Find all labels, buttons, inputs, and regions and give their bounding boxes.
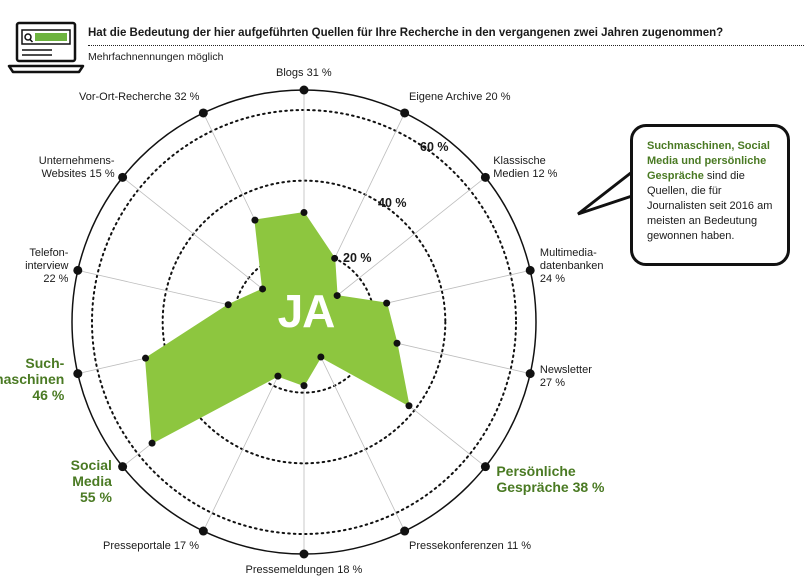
category-label-line: interview [25, 259, 69, 272]
callout-box: Suchmaschinen, Social Media und persönli… [630, 124, 790, 266]
category-label-2: Klassische Medien 12 % [493, 155, 557, 181]
question-title: Hat die Bedeutung der hier aufgeführten … [88, 27, 724, 39]
category-label-6: Pressekonferenzen 11 % [409, 540, 531, 553]
category-label-line: 22 % [43, 272, 69, 285]
data-point-2 [333, 292, 341, 300]
category-label-line: Unternehmens- [38, 154, 115, 167]
category-label-11: Telefon-interview 22 % [25, 247, 68, 286]
rim-dot-11 [73, 265, 83, 275]
data-point-5 [405, 402, 413, 410]
note-text: Mehrfachnennungen möglich [88, 51, 224, 63]
rim-dot-3 [525, 265, 535, 275]
category-label-13: Vor-Ort-Recherche 32 % [79, 91, 199, 104]
rim-dot-1 [400, 108, 410, 118]
ring-label-60: 60 % [420, 140, 449, 154]
rim-dot-2 [480, 172, 490, 182]
category-label-line: Gespräche 38 % [496, 479, 605, 496]
center-label-ja: JA [277, 285, 336, 337]
category-label-line: Such- [25, 354, 65, 371]
rim-dot-12 [118, 172, 128, 182]
category-label-line: Newsletter [539, 364, 592, 376]
data-point-10 [142, 354, 150, 362]
category-label-5: Persönliche Gespräche 38 % [496, 463, 604, 495]
category-label-line: Persönliche [496, 463, 576, 480]
data-point-11 [224, 301, 232, 309]
ring-label-40: 40 % [378, 196, 407, 210]
category-label-8: Presseportale 17 % [103, 540, 199, 553]
callout-tail [577, 170, 633, 216]
category-label-9: Social Media 55 % [71, 457, 112, 505]
category-label-7: Pressemeldungen 18 % [246, 564, 363, 577]
category-label-line: 27 % [539, 377, 565, 389]
data-point-1 [331, 254, 339, 262]
category-label-line: Klassische [493, 154, 546, 167]
data-point-0 [300, 208, 308, 216]
category-label-line: Medien 12 % [493, 167, 558, 180]
data-point-8 [274, 372, 282, 380]
laptop-search-icon [7, 21, 85, 74]
category-label-line: Telefon- [29, 246, 69, 259]
category-label-0: Blogs 31 % [276, 67, 332, 80]
category-label-line: Websites 15 % [41, 167, 115, 180]
rim-dot-5 [480, 462, 490, 472]
category-label-1: Eigene Archive 20 % [409, 91, 511, 104]
category-label-line: Media [72, 473, 112, 490]
category-label-line: Multimedia- [539, 246, 597, 259]
rim-dot-8 [198, 526, 208, 536]
rim-dot-0 [299, 85, 309, 95]
ring-label-20: 20 % [343, 251, 372, 265]
callout-highlight: Suchmaschinen, Social Media und persönli… [647, 140, 770, 182]
category-label-line: 24 % [539, 272, 565, 285]
rim-dot-4 [525, 369, 535, 379]
category-label-line: Blogs 31 % [276, 67, 332, 79]
data-point-4 [393, 339, 401, 347]
category-label-line: maschinen [0, 370, 65, 387]
rim-dot-13 [198, 108, 208, 118]
data-point-12 [259, 285, 267, 293]
category-label-line: Vor-Ort-Recherche 32 % [79, 90, 200, 103]
category-label-4: Newsletter 27 % [540, 364, 592, 390]
category-label-12: Unternehmens- Websites 15 % [39, 155, 115, 181]
category-label-line: Pressemeldungen 18 % [245, 564, 363, 576]
header-rule [88, 45, 804, 46]
category-label-10: Such-maschinen46 % [0, 355, 64, 403]
category-label-line: Pressekonferenzen 11 % [408, 540, 532, 553]
data-point-13 [251, 216, 259, 224]
data-point-7 [300, 382, 308, 390]
category-label-3: Multimedia-datenbanken 24 % [540, 247, 604, 286]
data-point-6 [317, 353, 325, 361]
callout-text: sind die Quellen, die für Journalisten s… [647, 170, 773, 242]
category-label-line: Presseportale 17 % [103, 540, 199, 553]
rim-dot-10 [73, 369, 83, 379]
rim-dot-9 [118, 462, 128, 472]
data-point-3 [383, 299, 391, 307]
category-label-line: 55 % [79, 489, 112, 506]
category-label-line: Social [70, 457, 112, 474]
data-point-9 [148, 439, 156, 447]
rim-dot-7 [299, 549, 309, 559]
category-label-line: 46 % [32, 386, 65, 403]
category-label-line: datenbanken [539, 259, 604, 272]
rim-dot-6 [400, 526, 410, 536]
category-label-line: Eigene Archive 20 % [408, 90, 511, 103]
